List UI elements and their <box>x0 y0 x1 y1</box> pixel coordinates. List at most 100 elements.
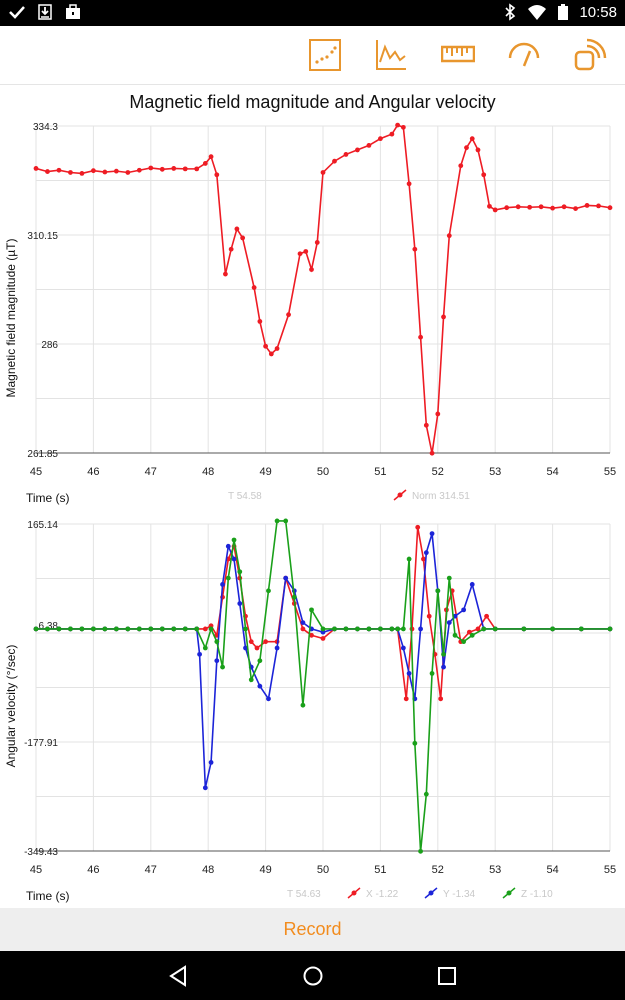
time-readout: T 54.63 <box>287 889 321 900</box>
legend-marker-norm <box>393 489 407 501</box>
y-axis-label: Angular velocity (°/sec) <box>4 645 18 768</box>
x-tick-label: 48 <box>202 864 214 876</box>
bluetooth-icon <box>505 3 516 21</box>
legend: Norm 314.51 <box>393 489 470 502</box>
data-point <box>220 582 225 587</box>
data-point <box>257 319 263 324</box>
data-point <box>208 626 214 632</box>
data-point <box>475 626 481 632</box>
data-point <box>202 645 208 651</box>
data-point <box>268 351 274 357</box>
x-tick-label: 47 <box>145 864 157 876</box>
gauge-icon[interactable] <box>507 38 541 72</box>
y-tick-label: 165.14 <box>27 520 58 531</box>
data-point <box>266 588 271 594</box>
data-point <box>148 626 154 632</box>
data-point <box>148 165 154 171</box>
data-point <box>125 626 131 632</box>
legend-marker-y <box>424 887 438 899</box>
x-tick-label: 51 <box>374 864 386 876</box>
data-point <box>418 334 423 340</box>
x-axis-label: Time (s) <box>26 889 70 903</box>
x-tick-label: 52 <box>432 466 444 478</box>
data-point <box>475 147 481 153</box>
y-axis-label: Magnetic field magnitude (µT) <box>4 239 18 398</box>
recents-icon[interactable] <box>432 961 462 991</box>
line-chart-icon[interactable] <box>374 38 408 72</box>
data-point <box>159 626 165 632</box>
data-point <box>45 169 50 174</box>
data-point <box>423 550 429 556</box>
data-point <box>466 629 472 635</box>
data-point <box>484 613 489 619</box>
signal-icon[interactable] <box>573 38 607 72</box>
data-point <box>314 240 320 245</box>
data-point <box>56 167 62 173</box>
data-point <box>584 203 590 208</box>
record-button[interactable]: Record <box>277 918 347 941</box>
data-point <box>423 422 429 428</box>
y-tick-label: 286 <box>41 340 58 351</box>
x-tick-label: 49 <box>259 466 271 478</box>
scatter-chart-icon[interactable] <box>308 38 342 72</box>
data-point <box>378 136 383 142</box>
x-tick-label: 47 <box>145 466 157 478</box>
data-point <box>426 613 432 619</box>
data-point <box>274 645 280 651</box>
legend-norm: Norm 314.51 <box>412 491 470 502</box>
data-point <box>274 518 280 524</box>
data-point <box>291 594 297 600</box>
legend-z: Z -1.10 <box>521 889 553 900</box>
data-point <box>521 626 527 632</box>
data-point <box>79 170 85 176</box>
data-point <box>286 312 291 318</box>
back-icon[interactable] <box>164 961 194 991</box>
x-tick-label: 54 <box>546 466 558 478</box>
data-point <box>578 626 584 632</box>
data-point <box>254 645 260 651</box>
y-tick-label: 334.3 <box>33 122 58 133</box>
data-point <box>113 168 119 174</box>
data-point <box>237 569 243 575</box>
y-tick-label: -349.43 <box>24 847 58 858</box>
x-axis-label: Time (s) <box>26 491 70 505</box>
data-point <box>102 169 108 175</box>
data-point <box>355 147 360 153</box>
data-point <box>435 588 441 594</box>
data-point <box>251 285 257 290</box>
data-point <box>309 607 314 613</box>
data-point <box>228 246 234 252</box>
data-point <box>492 207 498 213</box>
data-point <box>263 343 268 349</box>
x-tick-label: 53 <box>489 864 501 876</box>
data-point <box>225 543 231 549</box>
data-point <box>538 204 544 210</box>
tick-labels: 45 46 47 48 49 50 51 52 53 54 55 165.14 6.38 -177.91 -… <box>24 520 616 876</box>
x-tick-label: 46 <box>87 864 99 876</box>
data-point <box>395 626 401 632</box>
data-point <box>197 651 202 657</box>
data-point <box>194 626 200 632</box>
data-point <box>257 658 263 664</box>
data-point <box>481 172 487 178</box>
home-icon[interactable] <box>298 961 328 991</box>
data-point <box>406 556 412 562</box>
series-z <box>33 518 613 854</box>
data-point <box>113 626 119 632</box>
data-point <box>214 172 220 178</box>
chart-grid <box>35 125 611 454</box>
data-point <box>441 651 446 657</box>
data-point <box>406 181 412 187</box>
data-point <box>266 696 271 702</box>
wifi-icon <box>528 5 547 20</box>
data-point <box>303 249 309 254</box>
data-point <box>441 314 446 320</box>
series-layer <box>33 518 613 854</box>
ruler-icon[interactable] <box>441 38 475 72</box>
data-point <box>125 170 131 175</box>
data-point <box>136 626 142 632</box>
data-point <box>220 664 225 670</box>
data-point <box>68 170 73 175</box>
navigation-bar <box>0 951 625 1000</box>
y-tick-label: 6.38 <box>39 621 59 632</box>
